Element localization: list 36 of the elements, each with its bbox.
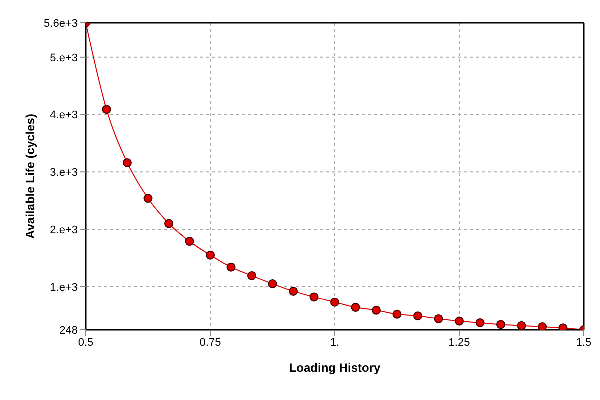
point	[247, 271, 256, 280]
point	[185, 237, 194, 246]
y-tick-label: 248	[60, 324, 78, 337]
point	[496, 320, 506, 330]
y-tick-label: 5.6e+3	[44, 18, 78, 30]
point	[455, 316, 464, 326]
point	[164, 219, 174, 228]
y-axis-title: Available Life (cycles)	[23, 114, 38, 239]
point	[330, 298, 340, 307]
point	[434, 314, 444, 324]
point	[206, 250, 215, 260]
point	[414, 312, 423, 321]
point	[517, 321, 526, 330]
point	[372, 306, 381, 315]
x-tick-label: 0.75	[200, 336, 222, 349]
point	[122, 158, 132, 168]
point	[351, 303, 360, 312]
x-tick-label: 1.	[330, 336, 340, 349]
point	[476, 318, 485, 328]
x-tick-label: 1.5	[576, 336, 592, 349]
point	[102, 105, 112, 114]
point	[538, 322, 548, 330]
point	[392, 310, 402, 319]
x-axis-title: Loading History	[289, 361, 381, 375]
point	[310, 292, 319, 302]
point	[289, 286, 298, 296]
point	[144, 194, 153, 204]
y-tick-label: 4.e+3	[50, 110, 78, 122]
x-tick-label: 0.5	[78, 336, 94, 349]
y-tick-label: 5.e+3	[50, 52, 78, 64]
y-tick-label: 2.e+3	[50, 224, 78, 236]
point	[268, 279, 278, 288]
x-tick-label: 1.25	[448, 336, 470, 349]
y-tick-label: 1.e+3	[50, 282, 78, 294]
point	[226, 262, 236, 272]
y-tick-label: 3.e+3	[50, 167, 78, 180]
